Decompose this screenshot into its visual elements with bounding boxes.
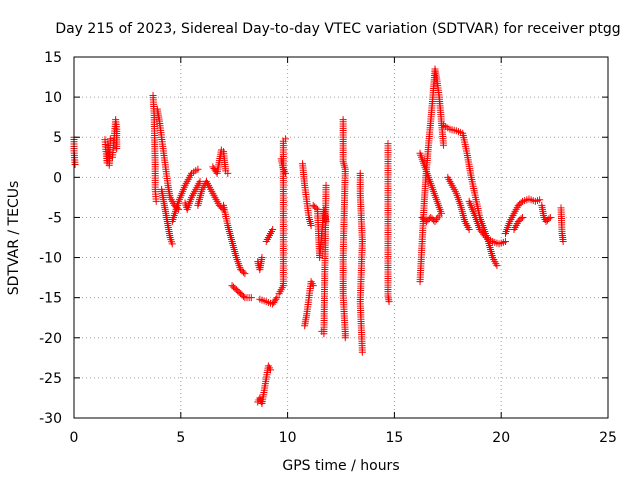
series-s24 (356, 169, 366, 356)
series-s10 (209, 146, 232, 177)
series-s8 (181, 177, 204, 213)
grid (74, 57, 608, 418)
data-point (307, 221, 315, 229)
series-s20 (301, 278, 317, 330)
x-axis-label: GPS time / hours (282, 458, 399, 474)
y-tick-label: -30 (39, 411, 62, 427)
data-point (224, 169, 232, 177)
data-point (168, 240, 176, 248)
data-point (501, 238, 509, 246)
series-s7 (168, 165, 202, 225)
axis-ticks (73, 56, 609, 419)
data-point (239, 292, 247, 300)
y-tick-label: -20 (39, 331, 62, 347)
series-s6 (158, 185, 176, 248)
data-point (519, 213, 527, 221)
data-point (272, 295, 280, 303)
data-point (239, 268, 247, 276)
data-point (559, 238, 567, 246)
data-point (152, 197, 160, 205)
series-s22 (318, 181, 330, 338)
y-tick-label: -10 (39, 251, 62, 267)
y-tick-label: 5 (53, 130, 62, 146)
data-point (309, 282, 317, 290)
series-s13 (256, 294, 281, 308)
series-s31 (465, 197, 509, 248)
series-s15 (262, 225, 277, 246)
data-point (273, 294, 281, 302)
series-s17 (275, 135, 289, 298)
x-tick-label: 20 (492, 430, 510, 446)
y-tick-label: 15 (44, 50, 62, 66)
data-point (465, 225, 473, 233)
data-point (196, 177, 204, 185)
series-s29 (440, 121, 501, 270)
data-point (71, 160, 79, 168)
x-tick-label: 10 (279, 430, 297, 446)
x-tick-label: 25 (599, 430, 617, 446)
y-tick-label: 10 (44, 90, 62, 106)
series-s9 (194, 177, 228, 213)
series-s30 (444, 173, 473, 233)
data-point (385, 298, 393, 306)
data-point (194, 165, 202, 173)
data-point (258, 254, 266, 262)
chart-title: Day 215 of 2023, Sidereal Day-to-day VTE… (55, 21, 620, 37)
series-s12 (228, 282, 255, 302)
data-point (493, 262, 501, 270)
series-s11 (220, 201, 249, 278)
series-s27 (416, 149, 445, 217)
x-tick-labels: 0 5 10 15 20 25 (70, 430, 617, 446)
data-point (546, 213, 554, 221)
series-s3 (108, 116, 121, 161)
series-s23 (339, 116, 349, 342)
series-s19 (299, 160, 315, 229)
series-s33 (510, 213, 527, 233)
y-tick-label: 0 (53, 170, 62, 186)
data-point (322, 181, 330, 189)
data-point (247, 294, 255, 302)
data-point (440, 141, 448, 149)
series-s32 (501, 195, 544, 237)
y-tick-label: -15 (39, 291, 62, 307)
data-point (545, 215, 553, 223)
y-tick-labels: 15 10 5 0 -5 -10 -15 -20 -25 -30 (39, 50, 62, 427)
x-tick-label: 15 (385, 430, 403, 446)
y-tick-label: -5 (48, 210, 62, 226)
data-point (481, 232, 489, 240)
data-point (430, 216, 438, 224)
x-tick-label: 5 (176, 430, 185, 446)
data-point (269, 225, 277, 233)
data-point (536, 196, 544, 204)
series-s25 (384, 140, 393, 306)
y-axis-label: SDTVAR / TECUs (6, 181, 22, 296)
data-points (70, 65, 567, 408)
data-point (281, 169, 289, 177)
x-tick-label: 0 (70, 430, 79, 446)
series-s1 (70, 133, 79, 168)
data-point (113, 144, 121, 152)
data-point (241, 270, 249, 278)
data-point (267, 366, 275, 374)
data-point (517, 215, 525, 223)
plot-frame (73, 56, 609, 419)
series-s4 (149, 92, 160, 205)
y-tick-label: -25 (39, 371, 62, 387)
series-s14 (254, 254, 266, 274)
data-point (358, 348, 366, 356)
data-point (341, 334, 349, 342)
series-s34 (538, 201, 554, 225)
series-s26 (416, 65, 448, 286)
data-point (517, 199, 525, 207)
series-s35 (557, 204, 567, 246)
series-s28 (418, 212, 443, 225)
series-s18 (277, 155, 289, 177)
data-point (106, 135, 114, 143)
data-point (312, 204, 320, 212)
data-point (281, 135, 289, 143)
data-point (435, 212, 443, 220)
series-s16 (254, 362, 275, 408)
